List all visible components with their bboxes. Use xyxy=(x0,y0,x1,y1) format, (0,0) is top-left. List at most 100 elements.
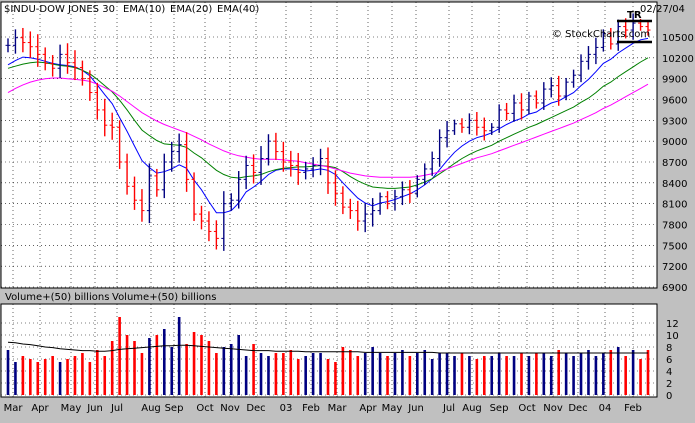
volume-bar xyxy=(200,335,203,395)
price-y-tick: 6900 xyxy=(662,283,687,294)
x-tick: Apr xyxy=(31,403,49,414)
price-y-tick: 9000 xyxy=(662,137,687,148)
volume-bar xyxy=(267,356,270,395)
volume-y-tick: 2 xyxy=(666,379,672,390)
x-tick: May xyxy=(382,403,403,414)
volume-bar xyxy=(252,344,255,395)
price-y-tick: 9900 xyxy=(662,75,687,86)
volume-y-tick: 4 xyxy=(666,367,672,378)
volume-bar xyxy=(170,347,174,395)
x-tick: Sep xyxy=(165,403,184,414)
tr-annotation: TR xyxy=(627,10,642,21)
x-tick: 03 xyxy=(280,403,293,414)
volume-bar xyxy=(14,362,17,395)
price-y-tick: 7800 xyxy=(662,221,687,232)
volume-bar xyxy=(66,359,69,395)
volume-bar xyxy=(416,353,419,395)
volume-bar xyxy=(475,359,479,395)
volume-bar xyxy=(639,359,642,395)
volume-bar xyxy=(73,356,77,395)
volume-bar xyxy=(505,356,508,395)
volume-bar xyxy=(43,359,47,395)
volume-bar xyxy=(244,356,248,395)
volume-bar xyxy=(609,350,613,395)
volume-bar xyxy=(118,317,121,395)
x-tick: Sep xyxy=(490,403,509,414)
volume-bar xyxy=(215,353,218,395)
price-y-tick: 9300 xyxy=(662,116,687,127)
volume-bar xyxy=(579,353,583,395)
price-panel xyxy=(0,1,658,289)
x-tick: May xyxy=(61,403,82,414)
x-axis: Mar Apr May Jun Jul Aug Sep Oct Nov Dec 03 Feb Mar Ap… xyxy=(4,403,642,414)
volume-bar xyxy=(29,359,32,395)
volume-bar xyxy=(549,356,553,395)
price-y-tick: 10200 xyxy=(662,54,694,65)
x-tick: Feb xyxy=(302,403,320,414)
volume-bar xyxy=(110,341,114,395)
volume-ma-line xyxy=(7,341,648,354)
volume-bar xyxy=(155,335,159,395)
volume-bar xyxy=(36,362,40,395)
x-tick: Mar xyxy=(4,403,24,414)
volume-bar xyxy=(430,359,434,395)
volume-bar xyxy=(88,362,92,395)
volume-bar xyxy=(6,350,10,395)
price-grid xyxy=(1,2,657,288)
volume-bar xyxy=(408,356,412,395)
x-tick: Feb xyxy=(624,403,642,414)
volume-bar xyxy=(296,359,300,395)
volume-y-tick: 0 xyxy=(666,391,672,402)
x-tick: Jun xyxy=(407,403,424,414)
x-tick: Jul xyxy=(442,403,455,414)
volume-bar xyxy=(453,356,456,395)
x-tick: Nov xyxy=(220,403,240,414)
x-tick: Aug xyxy=(141,403,161,414)
volume-bar xyxy=(58,362,62,395)
volume-bar xyxy=(646,350,650,395)
volume-bar xyxy=(460,353,464,395)
volume-bar xyxy=(616,347,620,395)
volume-bar xyxy=(363,353,367,395)
volume-y-tick: 12 xyxy=(666,319,679,330)
volume-bar xyxy=(482,356,486,395)
chart-date: 02/27/04 xyxy=(640,4,685,15)
volume-bar xyxy=(520,353,523,395)
x-tick: Aug xyxy=(462,403,482,414)
price-y-tick: 7200 xyxy=(662,262,687,273)
volume-bar xyxy=(356,356,360,395)
volume-bar xyxy=(304,356,307,395)
volume-bar xyxy=(96,350,99,395)
volume-bar xyxy=(542,353,546,395)
volume-bar xyxy=(624,356,627,395)
volume-bar xyxy=(192,332,196,395)
volume-bar xyxy=(81,353,84,395)
volume-bar xyxy=(319,353,322,395)
volume-bar xyxy=(349,350,352,395)
volume-y-tick: 10 xyxy=(666,331,679,342)
volume-bar xyxy=(423,350,427,395)
price-y-tick: 9600 xyxy=(662,96,687,107)
price-y-tick: 10500 xyxy=(662,33,694,44)
price-y-axis: 10500 10200 9900 9600 9300 9000 8700 8400 8100 78… xyxy=(662,33,694,294)
x-tick: Apr xyxy=(359,403,377,414)
volume-bar xyxy=(512,356,516,395)
legend-ema40: EMA(40) xyxy=(217,4,259,15)
volume-label-1: Volume+(50) billions xyxy=(5,292,109,303)
volume-bar xyxy=(393,353,397,395)
volume-y-tick: 8 xyxy=(666,343,672,354)
volume-bar xyxy=(51,356,54,395)
volume-bar xyxy=(557,350,560,395)
volume-bar xyxy=(631,350,635,395)
volume-bar xyxy=(282,353,285,395)
volume-bar xyxy=(177,317,181,395)
volume-bar xyxy=(334,362,337,395)
legend-ema10: EMA(10) xyxy=(123,4,165,15)
x-tick: Oct xyxy=(518,403,535,414)
volume-bar xyxy=(162,329,166,395)
volume-label-2: Volume+(50) billions xyxy=(112,292,216,303)
volume-bar xyxy=(148,338,151,395)
price-y-tick: 7500 xyxy=(662,241,687,252)
